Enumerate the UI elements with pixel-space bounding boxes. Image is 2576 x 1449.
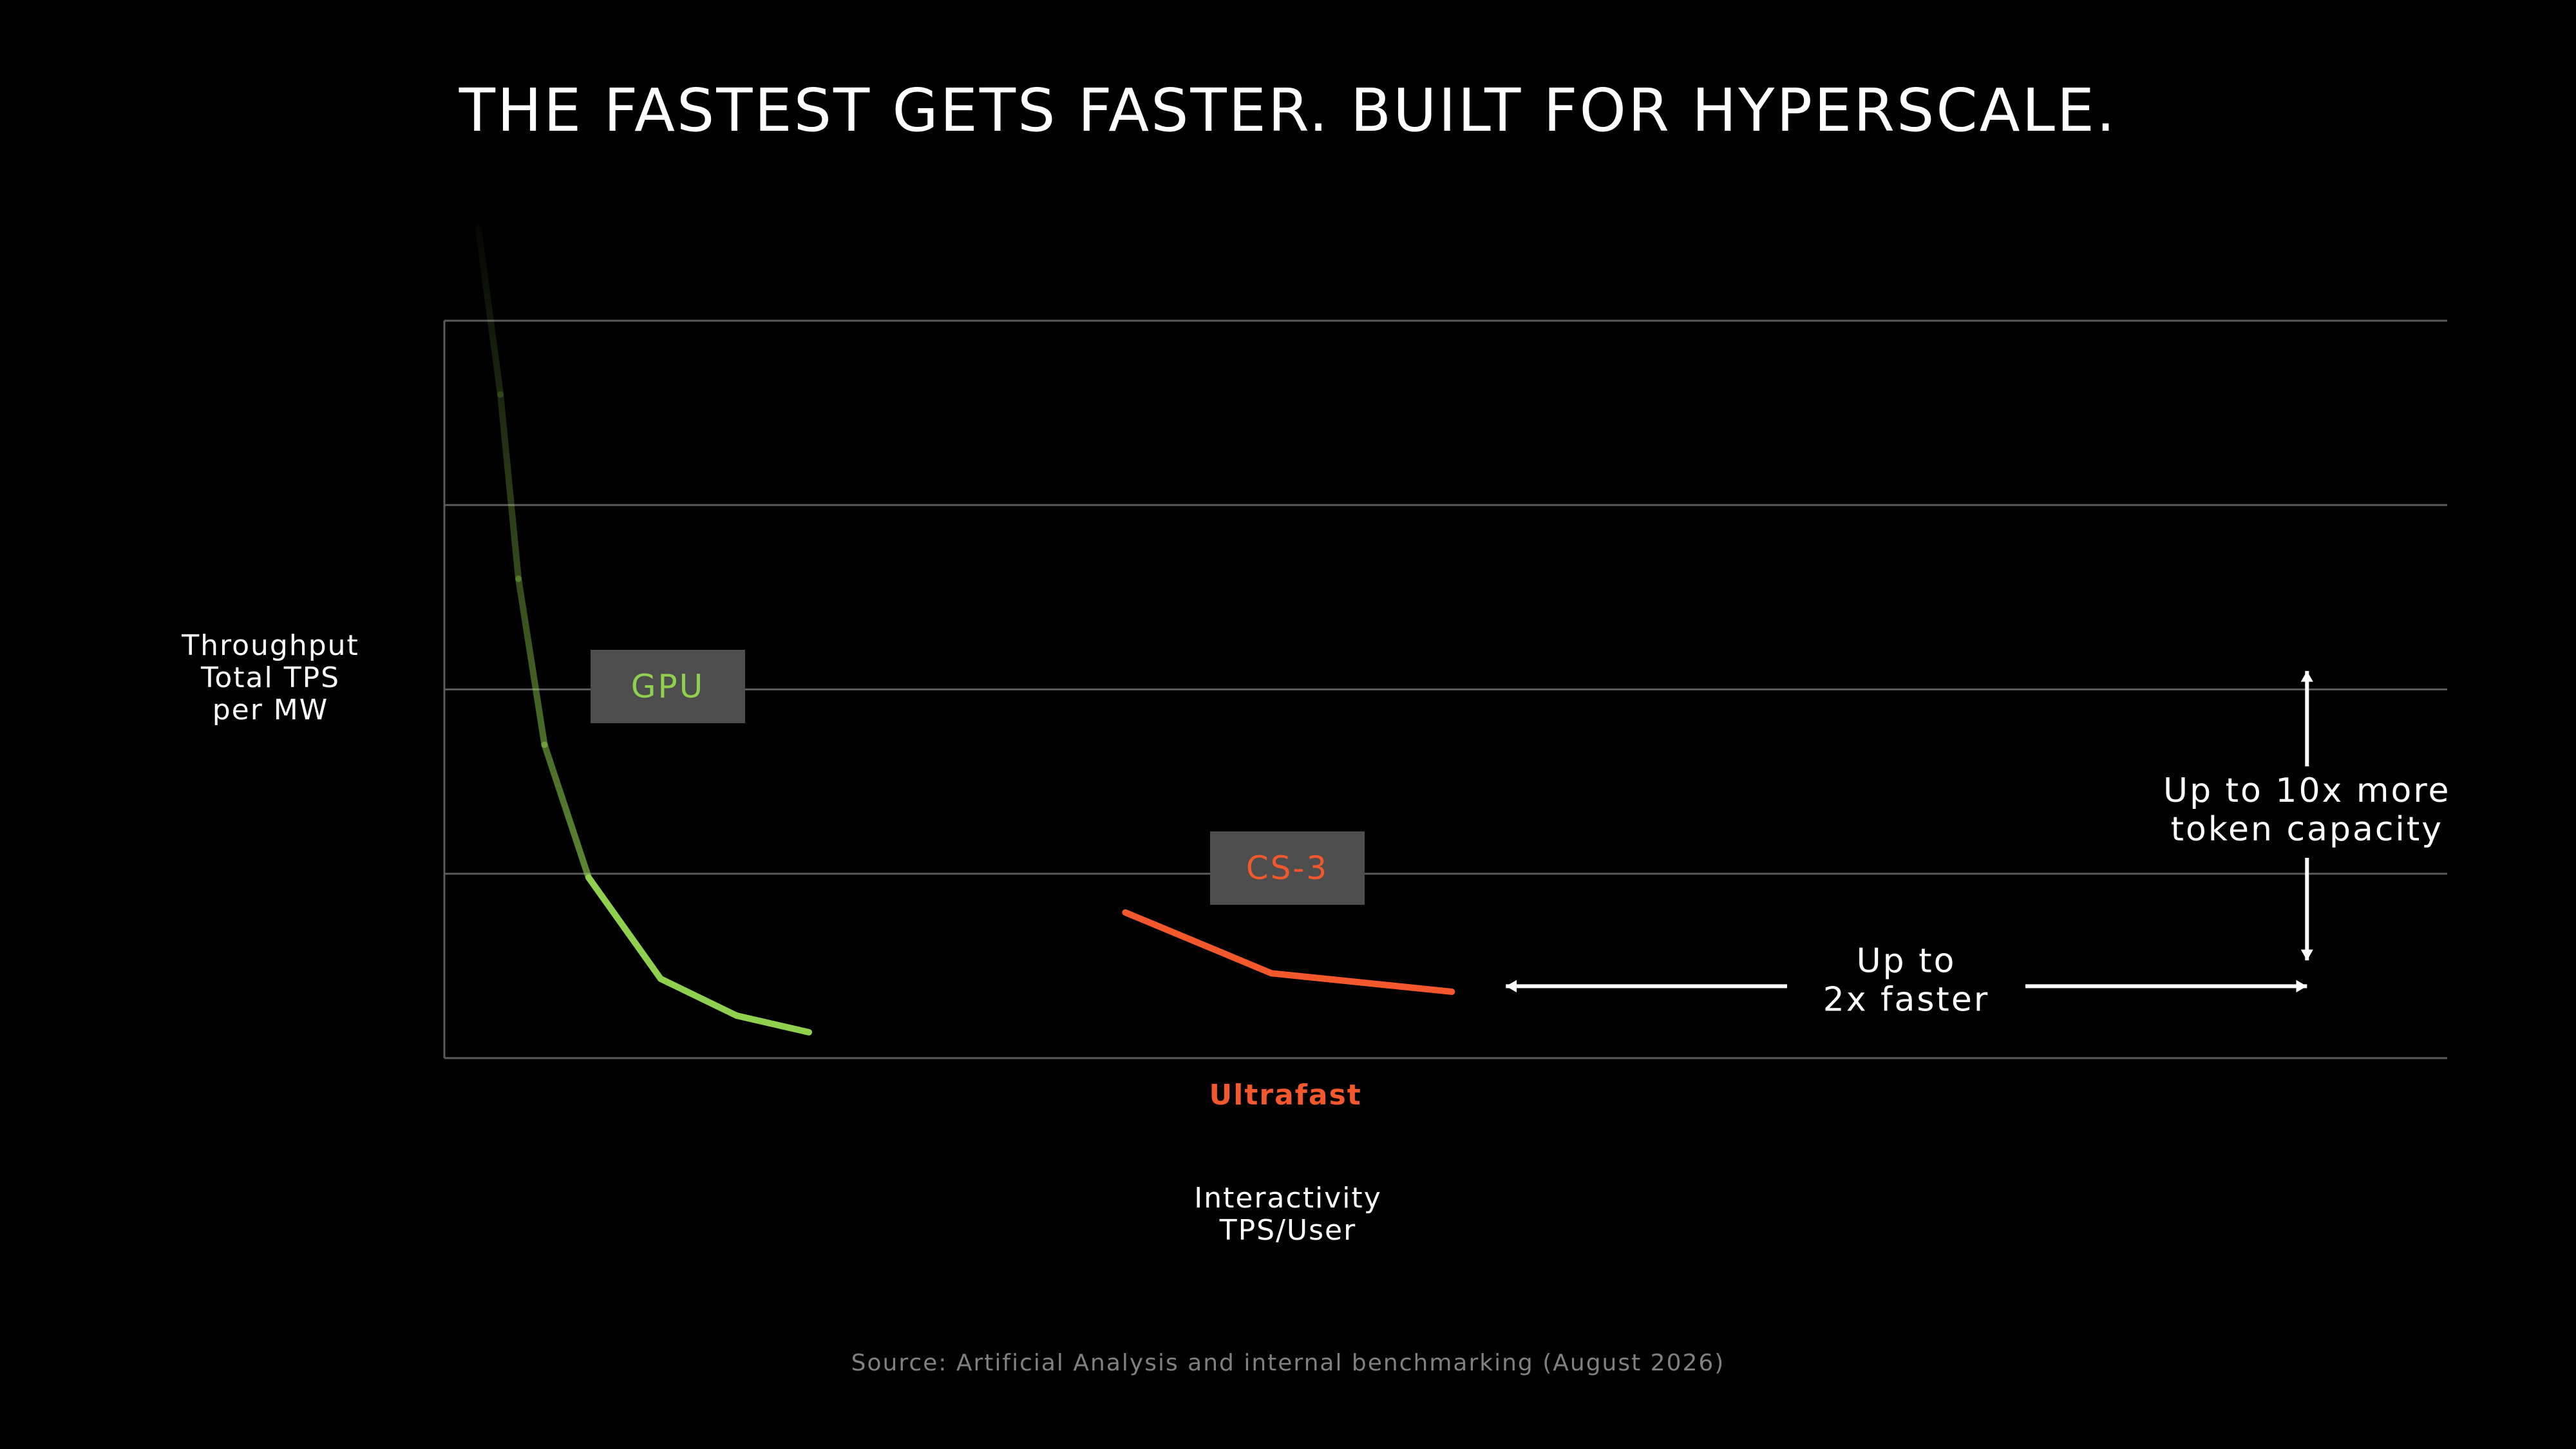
y-axis-label-line: Throughput [182,629,359,662]
x-axis-label-line: Interactivity [1194,1182,1382,1215]
series-segment-gpu [515,575,548,748]
series-segment-gpu [657,975,741,1019]
arrowhead-right-icon [2296,980,2307,992]
x-axis-label: Interactivity TPS/User [1095,1182,1481,1247]
series-segment-gpu [541,741,592,881]
series-segment-cs3 [1122,909,1275,977]
chart-title: THE FASTEST GETS FASTER. BUILT FOR HYPER… [459,76,2117,145]
series-segment-gpu [734,1012,813,1036]
series-segment-gpu [475,225,504,398]
arrowhead-up-icon [2300,670,2313,682]
x-axis-label-line: TPS/User [1219,1214,1357,1247]
series-label-box-cs3 [1210,831,1365,905]
series-segment-gpu [497,391,522,582]
annotation-text-speed: Up to [1857,942,1956,980]
y-axis-label-line: Total TPS [200,661,341,694]
series-segment-cs3 [1268,970,1455,995]
series-label-box-gpu [591,650,745,723]
y-axis-label: Throughput Total TPS per MW [155,630,386,726]
series-label-gpu: GPU [631,668,705,705]
source-note: Source: Artificial Analysis and internal… [851,1350,1725,1376]
arrowhead-left-icon [1506,980,1517,992]
series-segment-gpu [585,874,664,982]
y-axis-label-line: per MW [212,694,329,726]
annotation-text-speed: 2x faster [1823,980,1989,1019]
annotation-text-capacity: Up to 10x more [2163,772,2451,810]
annotation-text-capacity: token capacity [2171,810,2443,849]
x-tick-label-ultrafast: Ultrafast [1209,1079,1362,1112]
series-label-cs3: CS-3 [1246,849,1329,887]
arrowhead-down-icon [2300,949,2313,961]
